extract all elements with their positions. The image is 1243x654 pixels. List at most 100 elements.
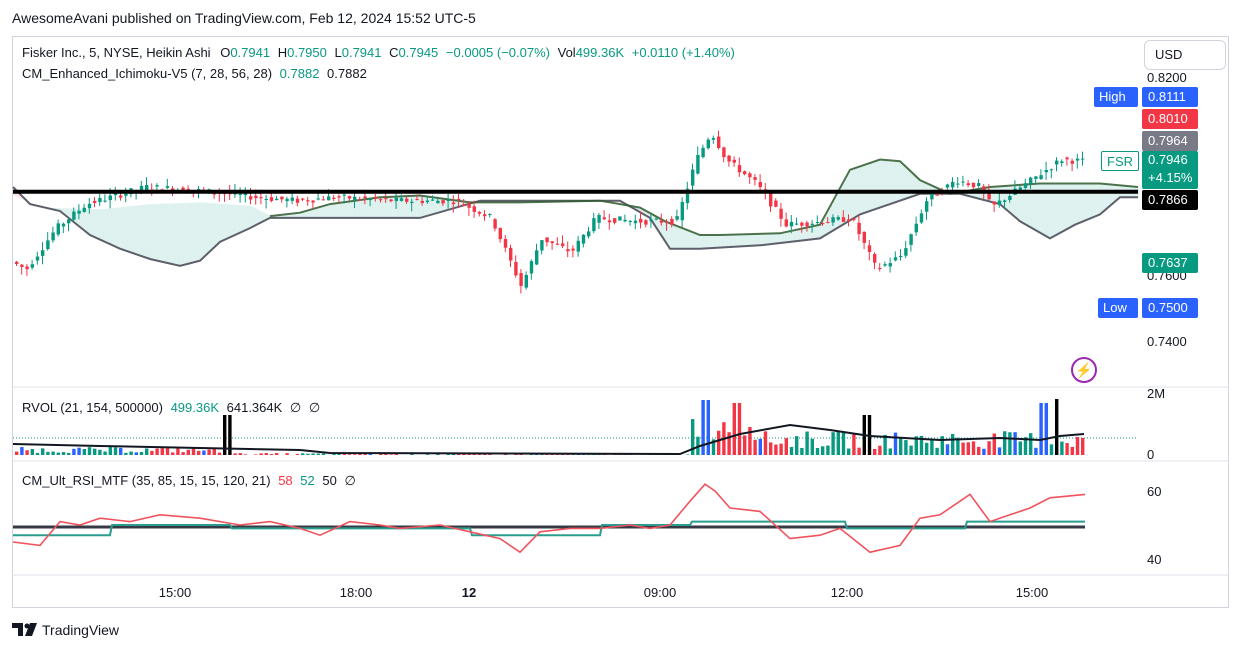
rvol-bar xyxy=(857,447,861,455)
rvol-bar xyxy=(951,433,955,455)
ichimoku-cloud-segment xyxy=(923,181,926,194)
ichimoku-cloud-segment xyxy=(369,198,372,218)
rvol-bar xyxy=(264,453,268,455)
ichimoku-value-2: 0.7882 xyxy=(327,66,367,81)
candle-body xyxy=(956,183,960,185)
candle-body xyxy=(457,198,461,201)
rvol-average-line xyxy=(12,423,1085,456)
candle-body xyxy=(571,248,575,251)
ichimoku-cloud-segment xyxy=(189,202,192,264)
ichimoku-cloud-segment xyxy=(285,214,288,218)
ichimoku-cloud-segment xyxy=(423,195,426,217)
tradingview-logo[interactable]: TradingView xyxy=(12,622,119,638)
ichimoku-cloud-segment xyxy=(833,200,836,231)
rsi-legend[interactable]: CM_Ult_RSI_MTF (35, 85, 15, 15, 120, 21)… xyxy=(22,473,356,489)
ichimoku-cloud-segment xyxy=(897,160,900,202)
rvol-bar xyxy=(914,436,918,455)
ichimoku-cloud-segment xyxy=(327,204,330,218)
rvol-bar xyxy=(1055,399,1059,455)
candle-body xyxy=(930,194,934,200)
rvol-bar xyxy=(217,452,222,455)
rvol-bar xyxy=(171,452,175,455)
ichimoku-cloud-segment xyxy=(77,208,80,225)
currency-button[interactable]: USD xyxy=(1144,40,1226,70)
time-tick-1800: 18:00 xyxy=(339,585,373,600)
rvol-name: RVOL (21, 154, 500000) xyxy=(22,400,163,415)
ichimoku-cloud-segment xyxy=(653,214,656,223)
ichimoku-value-1: 0.7882 xyxy=(279,66,320,81)
candle-body xyxy=(857,222,861,235)
candle-body xyxy=(888,263,892,267)
ichimoku-cloud-segment xyxy=(743,234,746,247)
ichimoku-cloud-segment xyxy=(1043,183,1046,235)
rvol-bar xyxy=(732,403,736,455)
ichimoku-cloud-segment xyxy=(183,202,186,266)
candle-body xyxy=(810,223,814,225)
ichimoku-cloud-segment xyxy=(143,204,146,257)
ichimoku-cloud-segment xyxy=(643,209,646,214)
ichimoku-cloud-segment xyxy=(127,206,130,252)
ichimoku-cloud-segment xyxy=(419,195,422,218)
ichimoku-cloud-segment xyxy=(391,196,394,218)
ichimoku-cloud-segment xyxy=(81,208,84,228)
ichimoku-cloud-segment xyxy=(619,200,622,204)
candle-body xyxy=(290,197,294,201)
rvol-legend[interactable]: RVOL (21, 154, 500000) 499.36K 641.364K … xyxy=(22,400,320,416)
rvol-bar xyxy=(93,448,97,455)
ichimoku-cloud-segment xyxy=(253,207,256,227)
ichimoku-cloud-segment xyxy=(1007,185,1010,211)
ichimoku-cloud-segment xyxy=(995,186,998,203)
ichimoku-cloud-segment xyxy=(745,234,748,247)
rvol-bar xyxy=(113,447,118,455)
ichimoku-cloud-segment xyxy=(267,214,270,220)
ichimoku-cloud-segment xyxy=(697,233,700,249)
ichimoku-cloud-segment xyxy=(443,198,446,212)
candle-body xyxy=(841,217,846,222)
ichimoku-cloud-segment xyxy=(459,200,462,207)
high-value: 0.7950 xyxy=(287,45,327,60)
ichimoku-cloud-segment xyxy=(75,208,78,223)
ichimoku-cloud-segment xyxy=(819,224,822,239)
candle-body xyxy=(425,200,430,203)
ichimoku-cloud-segment xyxy=(177,203,180,266)
rsi-value-4: ∅ xyxy=(344,473,356,488)
ichimoku-cloud-segment xyxy=(169,203,172,264)
ichimoku-cloud-segment xyxy=(617,200,620,204)
ichimoku-cloud-segment xyxy=(321,206,324,218)
ichimoku-cloud-segment xyxy=(1013,185,1016,216)
ichimoku-cloud-segment xyxy=(381,197,384,218)
chart-frame[interactable] xyxy=(12,36,1229,608)
ichimoku-cloud-segment xyxy=(1045,183,1048,236)
ichimoku-cloud-segment xyxy=(789,231,792,242)
ichimoku-legend[interactable]: CM_Enhanced_Ichimoku-V5 (7, 28, 56, 28) … xyxy=(22,66,367,81)
ichimoku-cloud-segment xyxy=(615,200,618,204)
ichimoku-cloud-segment xyxy=(371,198,374,218)
ichimoku-cloud-segment xyxy=(273,215,276,218)
ichimoku-cloud-segment xyxy=(67,208,70,217)
ichimoku-cloud-segment xyxy=(107,208,110,243)
candle-body xyxy=(472,206,476,212)
horizontal-line-label: 0.7866 xyxy=(1142,190,1198,210)
ichimoku-cloud-segment xyxy=(737,234,740,247)
ichimoku-cloud-segment xyxy=(1083,183,1086,222)
ichimoku-cloud-segment xyxy=(1093,183,1096,218)
ichimoku-cloud-segment xyxy=(867,163,870,213)
ichimoku-cloud-segment xyxy=(917,177,920,195)
rvol-bar xyxy=(1060,441,1064,455)
ichimoku-cloud-segment xyxy=(445,198,448,211)
ichimoku-cloud-segment xyxy=(211,203,214,251)
ichimoku-cloud-segment xyxy=(709,235,712,249)
ichimoku-cloud-segment xyxy=(661,219,664,235)
lightning-icon[interactable]: ⚡ xyxy=(1071,357,1097,383)
ichimoku-cloud-segment xyxy=(741,234,744,247)
symbol-label[interactable]: Fisker Inc., 5, NYSE, Heikin Ashi xyxy=(22,45,211,60)
ichimoku-cloud-segment xyxy=(331,203,334,218)
rvol-value-3: ∅ xyxy=(289,400,302,415)
ichimoku-cloud-segment xyxy=(1097,183,1100,216)
ichimoku-cloud-segment xyxy=(333,203,336,218)
rvol-bar xyxy=(685,454,690,455)
candle-body xyxy=(238,194,242,196)
ichimoku-cloud-segment xyxy=(97,209,100,239)
ichimoku-cloud-segment xyxy=(307,210,310,218)
